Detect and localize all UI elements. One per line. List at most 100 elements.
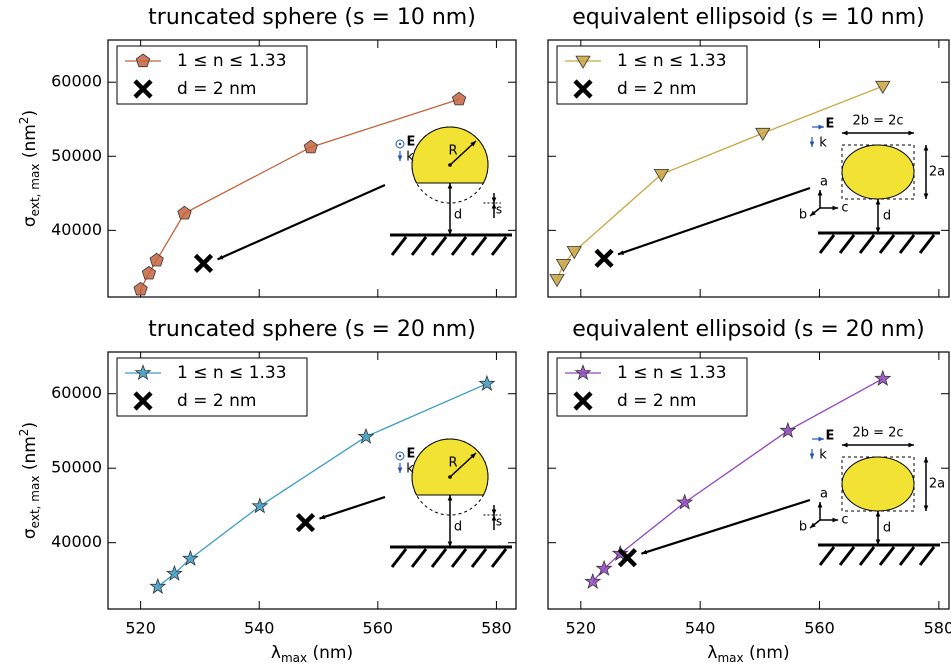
y-axis-label-part: 2 bbox=[17, 117, 31, 125]
legend-label: 1 ≤ n ≤ 1.33 bbox=[177, 51, 287, 71]
x-tick-label: 540 bbox=[244, 619, 275, 638]
arrow-head bbox=[491, 515, 497, 521]
inset-label: d bbox=[883, 521, 891, 536]
hatch bbox=[410, 236, 428, 256]
ellipsoid bbox=[841, 456, 915, 512]
cross-marker bbox=[295, 512, 316, 533]
arrow-head bbox=[875, 539, 881, 545]
y-axis-label-part: σ bbox=[20, 528, 40, 539]
hatch bbox=[918, 546, 936, 566]
inset: Rd s Ek bbox=[390, 438, 512, 568]
inset-arrow bbox=[449, 452, 477, 478]
inset-label: 2a bbox=[929, 477, 945, 492]
hatch bbox=[818, 234, 836, 254]
inset-label: E bbox=[407, 135, 416, 150]
y-axis-label-part: σ bbox=[20, 216, 40, 227]
arrow-head bbox=[810, 522, 816, 528]
marker bbox=[357, 427, 375, 444]
inset-label: s bbox=[496, 203, 502, 217]
inset-arrow bbox=[449, 140, 477, 166]
arrow-head bbox=[908, 442, 914, 448]
hatch bbox=[878, 234, 896, 254]
arrow-head bbox=[397, 467, 403, 473]
legend-label: d = 2 nm bbox=[617, 391, 696, 411]
y-axis-label-part: (nm bbox=[20, 436, 40, 475]
plot-frame bbox=[547, 351, 950, 610]
inset-label: k bbox=[819, 136, 827, 151]
y-tick-label: 40000 bbox=[51, 532, 102, 551]
inset-label: R bbox=[448, 144, 457, 159]
marker bbox=[177, 205, 192, 220]
hatch bbox=[450, 236, 468, 256]
e-dot bbox=[395, 139, 405, 149]
arrow-head bbox=[842, 130, 848, 136]
e-dot-center bbox=[398, 142, 402, 146]
hatch bbox=[410, 548, 428, 568]
marker bbox=[251, 497, 269, 514]
inset-arrow bbox=[617, 186, 811, 256]
ellipsoid bbox=[841, 144, 915, 200]
inset-label: b bbox=[799, 208, 807, 223]
plot-frame bbox=[547, 39, 950, 298]
hatch bbox=[490, 236, 508, 256]
arrow-head bbox=[447, 183, 453, 189]
legend-label: d = 2 nm bbox=[617, 79, 696, 99]
y-axis-label: σext, max (nm2) bbox=[17, 422, 42, 539]
marker bbox=[133, 281, 148, 296]
x-axis-label-part: λ bbox=[271, 643, 281, 663]
center-dot bbox=[448, 163, 452, 167]
hatch bbox=[858, 546, 876, 566]
y-tick-label: 40000 bbox=[51, 220, 102, 239]
panel-title: equivalent ellipsoid (s = 10 nm) bbox=[572, 5, 925, 30]
panel-title: truncated sphere (s = 20 nm) bbox=[148, 317, 476, 342]
y-axis-label-part: ext, max bbox=[28, 164, 42, 217]
marker bbox=[141, 265, 157, 280]
hatch bbox=[838, 546, 856, 566]
arrow-head bbox=[809, 141, 815, 147]
legend-marker bbox=[575, 55, 591, 69]
hatch bbox=[430, 236, 448, 256]
x-axis-label-part: max bbox=[717, 651, 743, 665]
panel-title: truncated sphere (s = 10 nm) bbox=[148, 5, 476, 30]
inset-label: R bbox=[448, 456, 457, 471]
x-axis-label: λmax (nm) bbox=[707, 643, 789, 665]
y-axis-label-part: (nm bbox=[20, 124, 40, 163]
arrow-head bbox=[491, 197, 497, 203]
arrow-head bbox=[491, 509, 497, 515]
inset-arrow bbox=[641, 498, 811, 555]
arrow-head bbox=[923, 145, 929, 151]
inset-label: s bbox=[496, 515, 502, 529]
marker bbox=[165, 564, 183, 581]
e-dot-center bbox=[398, 454, 402, 458]
marker bbox=[549, 274, 565, 288]
arrow-head bbox=[319, 514, 326, 520]
arrow-head bbox=[875, 227, 881, 233]
arrow-head bbox=[641, 549, 648, 555]
arrow-head bbox=[447, 229, 453, 235]
legend-marker bbox=[135, 53, 151, 68]
arrow-head bbox=[923, 505, 929, 511]
plot-frame bbox=[107, 351, 517, 610]
hatch bbox=[898, 234, 916, 254]
y-tick-label: 50000 bbox=[51, 458, 102, 477]
inset-label: c bbox=[841, 201, 848, 216]
legend-marker bbox=[133, 391, 153, 411]
cross-marker bbox=[617, 548, 637, 568]
inset-label: E bbox=[826, 429, 835, 444]
inset-label: E bbox=[826, 117, 835, 132]
marker bbox=[755, 127, 771, 141]
y-axis-label-part: ext, max bbox=[28, 476, 42, 529]
inset-label: 2b = 2c bbox=[852, 426, 903, 441]
hatch bbox=[858, 234, 876, 254]
x-tick-label: 540 bbox=[685, 619, 716, 638]
marker bbox=[779, 421, 797, 438]
legend-label: d = 2 nm bbox=[177, 79, 256, 99]
y-axis-label-part: ) bbox=[20, 422, 40, 429]
arrow-head bbox=[832, 517, 838, 523]
arrow-head bbox=[923, 457, 929, 463]
marker bbox=[676, 493, 694, 510]
marker bbox=[566, 246, 582, 260]
y-axis-label-part: ) bbox=[20, 110, 40, 117]
marker bbox=[874, 369, 892, 386]
inset-label: k bbox=[406, 462, 414, 477]
